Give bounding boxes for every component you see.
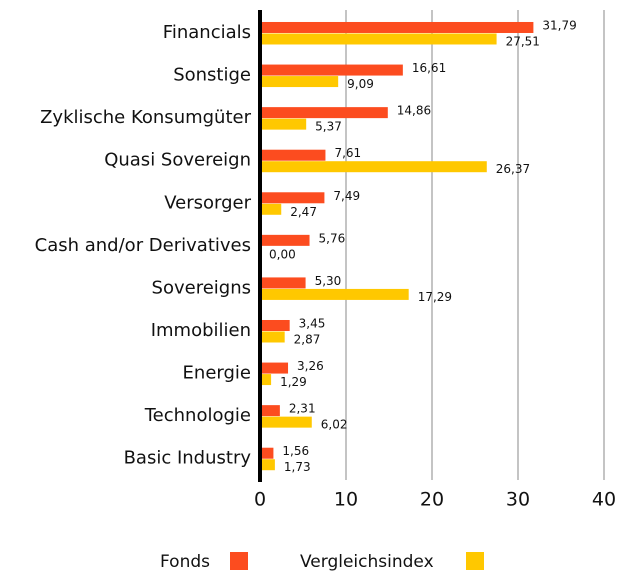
category-label: Energie [183, 363, 251, 384]
value-label: 1,73 [284, 460, 311, 474]
value-label: 5,30 [315, 274, 342, 288]
bar [260, 161, 487, 173]
x-tick-label: 40 [592, 489, 616, 511]
value-label: 1,56 [282, 444, 309, 458]
value-label: 5,76 [319, 231, 346, 245]
category-label: Financials [163, 22, 251, 43]
value-label: 31,79 [542, 18, 576, 32]
x-tick-label: 0 [254, 489, 266, 511]
bar [260, 107, 388, 119]
value-label: 17,29 [418, 290, 452, 304]
x-tick-label: 20 [420, 489, 444, 511]
bar [260, 192, 325, 204]
value-label: 3,26 [297, 359, 324, 373]
legend-swatch [466, 552, 484, 570]
value-label: 9,09 [347, 77, 374, 91]
bar [260, 203, 282, 215]
value-label: 1,29 [280, 375, 307, 389]
value-label: 5,37 [315, 120, 342, 134]
value-label: 6,02 [321, 418, 348, 432]
bar [260, 21, 534, 33]
bar [260, 374, 272, 386]
value-label: 14,86 [397, 104, 431, 118]
category-label: Immobilien [151, 320, 251, 341]
bar [260, 76, 339, 88]
bar [260, 405, 280, 417]
category-label: Quasi Sovereign [104, 150, 251, 171]
x-tick-label: 30 [506, 489, 530, 511]
value-label: 7,61 [334, 146, 361, 160]
bar [260, 149, 326, 161]
category-label: Cash and/or Derivatives [35, 235, 251, 256]
legend-label: Vergleichsindex [300, 552, 434, 572]
bar [260, 64, 403, 76]
value-label: 3,45 [299, 316, 326, 330]
bar [260, 447, 274, 459]
value-label: 2,47 [290, 205, 317, 219]
bar [260, 234, 310, 246]
value-label: 0,00 [269, 247, 296, 261]
value-label: 26,37 [496, 162, 530, 176]
category-label: Versorger [164, 192, 251, 213]
category-label: Basic Industry [124, 448, 252, 469]
legend-swatch [230, 552, 248, 570]
legend-label: Fonds [160, 552, 210, 572]
bar [260, 459, 275, 471]
bar [260, 33, 497, 45]
bar [260, 277, 306, 289]
bar [260, 118, 307, 130]
category-label: Zyklische Konsumgüter [40, 107, 252, 128]
bar [260, 331, 285, 343]
category-label: Technologie [144, 405, 251, 426]
value-label: 2,87 [294, 332, 321, 346]
category-label: Sonstige [173, 65, 251, 86]
category-label: Sovereigns [152, 277, 251, 298]
bar [260, 319, 290, 331]
value-label: 16,61 [412, 61, 446, 75]
bar [260, 288, 409, 300]
value-label: 7,49 [333, 189, 360, 203]
x-tick-label: 10 [334, 489, 358, 511]
value-label: 27,51 [506, 34, 540, 48]
bar [260, 416, 312, 428]
value-label: 2,31 [289, 402, 316, 416]
bar [260, 362, 289, 374]
